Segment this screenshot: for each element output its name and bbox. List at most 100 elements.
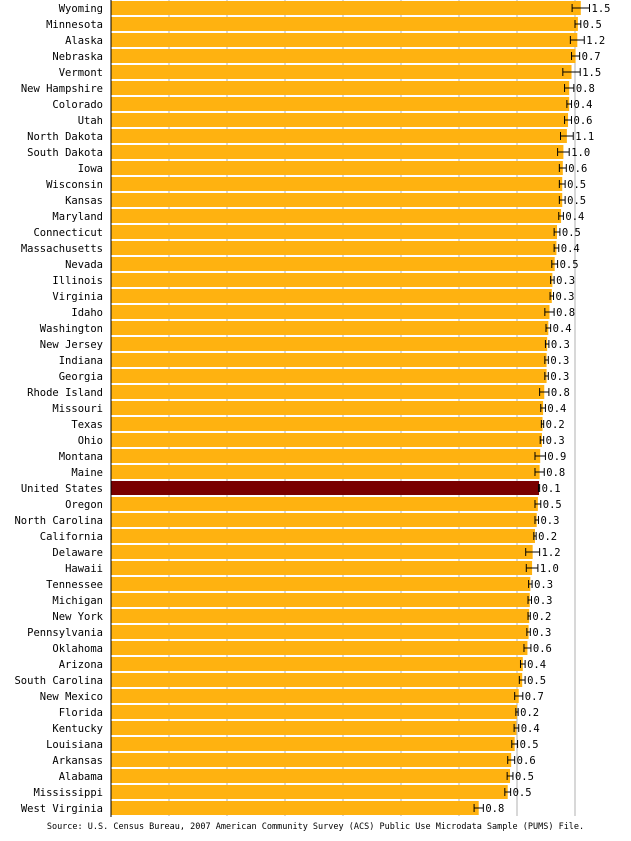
bar-north-carolina xyxy=(111,513,537,527)
category-label: Wisconsin xyxy=(46,179,103,191)
category-label: West Virginia xyxy=(21,803,103,815)
bar-kentucky xyxy=(111,721,517,735)
bar-texas xyxy=(111,417,543,431)
category-label: Maryland xyxy=(52,211,103,223)
category-label: Minnesota xyxy=(46,19,103,31)
moe-label: 0.5 xyxy=(567,195,586,207)
moe-label: 0.8 xyxy=(485,803,504,815)
bar-mississippi xyxy=(111,785,508,799)
moe-label: 0.5 xyxy=(583,19,602,31)
moe-label: 0.7 xyxy=(582,51,601,63)
category-labels: Wyoming Minnesota Alaska Nebraska Vermont New… xyxy=(14,3,103,815)
bar-idaho xyxy=(111,305,550,319)
category-label: Missouri xyxy=(52,403,103,415)
bar-oregon xyxy=(111,497,538,511)
moe-label: 0.3 xyxy=(546,435,565,447)
moe-label: 1.0 xyxy=(571,147,590,159)
category-label: Rhode Island xyxy=(27,387,103,399)
bar-hawaii xyxy=(111,561,533,575)
bar-kansas xyxy=(111,193,563,207)
bar-delaware xyxy=(111,545,533,559)
bar-louisiana xyxy=(111,737,515,751)
moe-label: 0.5 xyxy=(527,675,546,687)
moe-label: 0.3 xyxy=(534,595,553,607)
bar-florida xyxy=(111,705,517,719)
moe-label: 0.5 xyxy=(560,259,579,271)
bar-california xyxy=(111,529,535,543)
category-label: Louisiana xyxy=(46,739,103,751)
category-label: Nebraska xyxy=(52,51,103,63)
category-label: Kentucky xyxy=(52,723,103,735)
bar-colorado xyxy=(111,97,570,111)
moe-label: 0.5 xyxy=(515,771,534,783)
category-label: Alabama xyxy=(59,771,103,783)
bar-united-states xyxy=(111,481,540,495)
bar-washington xyxy=(111,321,549,335)
moe-label: 0.4 xyxy=(565,211,584,223)
bar-michigan xyxy=(111,593,530,607)
bar-vermont xyxy=(111,65,572,79)
category-label: Florida xyxy=(59,707,103,719)
category-label: Georgia xyxy=(59,371,103,383)
bar-nebraska xyxy=(111,49,576,63)
category-label: Utah xyxy=(78,115,103,127)
bar-arizona xyxy=(111,657,523,671)
moe-label: 0.3 xyxy=(556,291,575,303)
category-label: Pennsylvania xyxy=(27,627,103,639)
bar-arkansas xyxy=(111,753,512,767)
bar-missouri xyxy=(111,401,544,415)
category-label: Mississippi xyxy=(33,787,103,799)
moe-label: 1.5 xyxy=(582,67,601,79)
moe-label: 0.4 xyxy=(547,403,566,415)
category-label: Wyoming xyxy=(59,3,103,15)
moe-label: 1.1 xyxy=(575,131,594,143)
category-label: Michigan xyxy=(52,595,103,607)
moe-label: 0.2 xyxy=(538,531,557,543)
bar-indiana xyxy=(111,353,547,367)
moe-label: 1.2 xyxy=(586,35,605,47)
category-label: Maine xyxy=(71,467,103,479)
category-label: Nevada xyxy=(65,259,103,271)
category-label: New Jersey xyxy=(40,339,103,351)
moe-labels: 1.5 0.5 1.2 0.7 1.5 0.8 0.4 0.6 1.1 1.0 0.6 0.5 0.5 0… xyxy=(485,3,610,815)
category-label: New Hampshire xyxy=(21,83,103,95)
bar-virginia xyxy=(111,289,552,303)
bar-wisconsin xyxy=(111,177,563,191)
bar-illinois xyxy=(111,273,553,287)
bar-new-york xyxy=(111,609,530,623)
category-label: Washington xyxy=(40,323,103,335)
category-label: Iowa xyxy=(78,163,103,175)
moe-label: 1.0 xyxy=(540,563,559,575)
bar-massachusetts xyxy=(111,241,557,255)
category-label: Texas xyxy=(71,419,103,431)
category-label: Oklahoma xyxy=(52,643,103,655)
category-label: Indiana xyxy=(59,355,103,367)
category-label: Connecticut xyxy=(33,227,103,239)
category-label: North Dakota xyxy=(27,131,103,143)
moe-label: 0.3 xyxy=(540,515,559,527)
category-label: Illinois xyxy=(52,275,103,287)
moe-label: 0.3 xyxy=(534,579,553,591)
category-label: Vermont xyxy=(59,67,103,79)
category-label: Massachusetts xyxy=(21,243,103,255)
bar-georgia xyxy=(111,369,547,383)
category-label: Arkansas xyxy=(52,755,103,767)
bar-oklahoma xyxy=(111,641,528,655)
moe-label: 0.8 xyxy=(556,307,575,319)
bar-south-carolina xyxy=(111,673,523,687)
category-label: North Carolina xyxy=(14,515,103,527)
bar-connecticut xyxy=(111,225,558,239)
category-label: South Dakota xyxy=(27,147,103,159)
bar-alaska xyxy=(111,33,578,47)
category-label: Virginia xyxy=(52,291,103,303)
moe-label: 0.8 xyxy=(546,467,565,479)
category-label: Oregon xyxy=(65,499,103,511)
category-label: New Mexico xyxy=(40,691,103,703)
category-label: Montana xyxy=(59,451,103,463)
bar-utah xyxy=(111,113,569,127)
moe-label: 0.4 xyxy=(553,323,572,335)
bar-montana xyxy=(111,449,541,463)
moe-label: 0.3 xyxy=(550,371,569,383)
moe-label: 1.2 xyxy=(542,547,561,559)
bar-new-mexico xyxy=(111,689,519,703)
